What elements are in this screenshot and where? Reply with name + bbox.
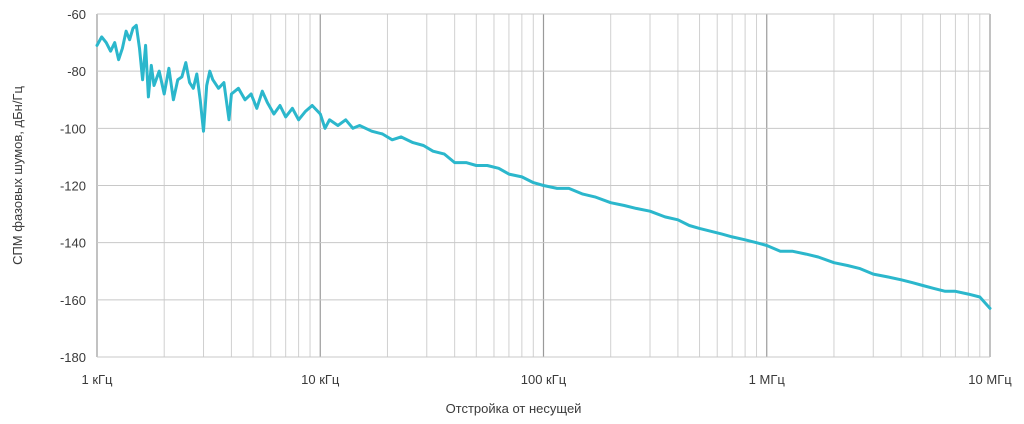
y-tick-label: -140 [60,236,86,251]
grid-layer [96,13,991,358]
series-layer [95,23,992,310]
x-tick-label: 1 кГц [81,372,113,387]
y-tick-label: -180 [60,350,86,365]
x-tick-labels: 1 кГц 10 кГц 100 кГц 1 МГц 10 МГц [81,372,1012,387]
y-axis-title: СПМ фазовых шумов, дБн/Гц [10,86,25,265]
y-tick-label: -80 [67,64,86,79]
y-tick-label: -60 [67,7,86,22]
y-tick-labels: -60 -80 -100 -120 -140 -160 -180 [60,7,86,365]
x-tick-label: 10 МГц [968,372,1012,387]
x-tick-label: 1 МГц [749,372,786,387]
x-tick-label: 10 кГц [301,372,340,387]
x-axis-title: Отстройка от несущей [446,401,582,416]
y-tick-label: -100 [60,121,86,136]
y-tick-label: -120 [60,179,86,194]
x-tick-label: 100 кГц [521,372,567,387]
series-line [95,23,992,310]
y-tick-label: -160 [60,293,86,308]
